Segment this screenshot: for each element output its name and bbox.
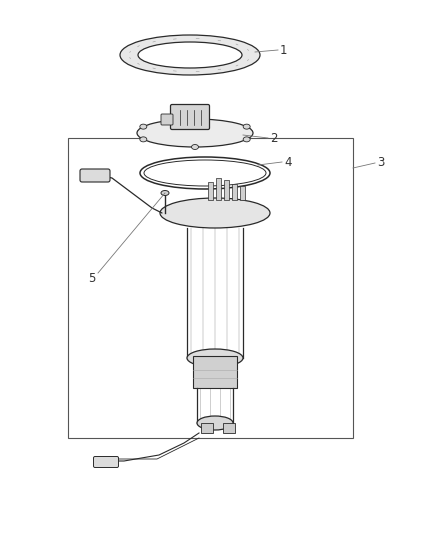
Ellipse shape (191, 117, 198, 122)
Bar (193, 356, 237, 388)
Bar (208, 182, 213, 200)
Bar (240, 186, 245, 200)
Bar (201, 423, 213, 433)
Text: 4: 4 (284, 156, 292, 168)
FancyBboxPatch shape (161, 114, 173, 125)
Bar (68, 138, 353, 438)
Bar (232, 184, 237, 200)
Ellipse shape (243, 124, 250, 129)
Ellipse shape (187, 349, 243, 367)
Bar (216, 178, 221, 200)
Ellipse shape (197, 416, 233, 430)
Ellipse shape (161, 190, 169, 196)
Ellipse shape (140, 137, 147, 142)
Ellipse shape (137, 119, 253, 147)
Text: 5: 5 (88, 271, 95, 285)
FancyBboxPatch shape (93, 456, 119, 467)
Bar (224, 180, 229, 200)
FancyBboxPatch shape (80, 169, 110, 182)
Ellipse shape (160, 198, 270, 228)
Ellipse shape (243, 137, 250, 142)
Text: 2: 2 (270, 132, 278, 144)
FancyBboxPatch shape (170, 104, 209, 130)
Ellipse shape (191, 144, 198, 149)
Text: 1: 1 (280, 44, 287, 56)
Bar (223, 423, 235, 433)
Polygon shape (120, 35, 260, 75)
Ellipse shape (140, 124, 147, 129)
Text: 3: 3 (377, 156, 385, 168)
